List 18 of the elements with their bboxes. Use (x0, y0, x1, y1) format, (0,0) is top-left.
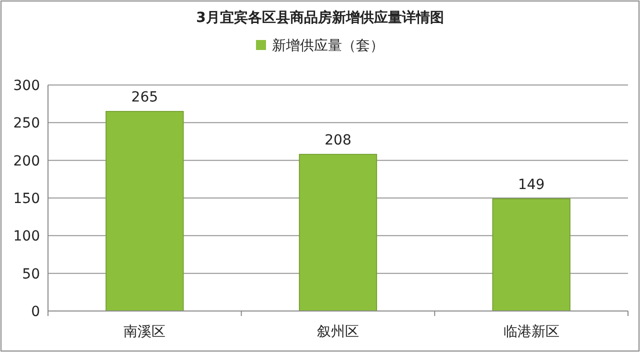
data-label: 265 (131, 89, 158, 106)
x-tick-label: 临港新区 (503, 324, 560, 340)
y-tick-label: 100 (13, 228, 40, 245)
y-tick-label: 50 (22, 266, 40, 282)
y-tick-label: 200 (13, 153, 40, 170)
bar (106, 110, 184, 312)
chart-title: 3月宜宾各区县商品房新增供应量详情图 (196, 9, 444, 26)
y-tick-label: 300 (13, 78, 40, 94)
bar (492, 198, 570, 312)
bar (298, 154, 378, 312)
data-label: 149 (518, 176, 545, 193)
x-tick-label: 叙州区 (317, 324, 359, 340)
y-tick-label: 150 (13, 191, 40, 207)
data-label: 208 (324, 132, 352, 148)
x-tick-label: 南溪区 (124, 324, 166, 340)
y-tick-label: 0 (31, 304, 40, 320)
y-tick-label: 250 (13, 116, 40, 132)
legend-label: 新增供应量（套） (272, 38, 384, 54)
